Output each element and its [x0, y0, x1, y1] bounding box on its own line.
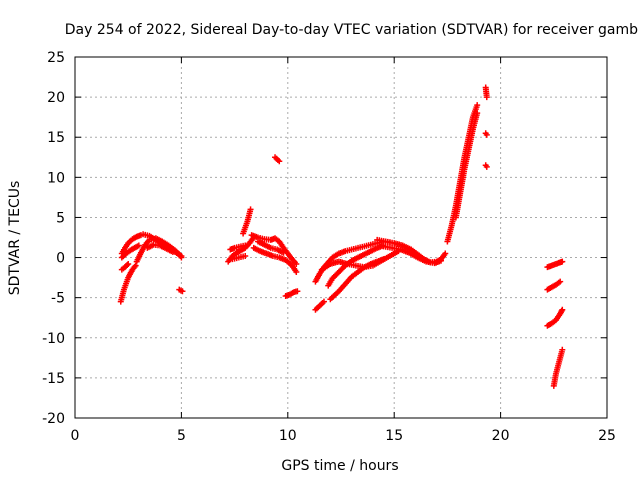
- data-point: [474, 102, 481, 109]
- y-tick-label: -5: [51, 291, 65, 307]
- data-points: [117, 84, 566, 389]
- x-tick-label: 25: [598, 428, 616, 444]
- data-point: [125, 260, 132, 267]
- data-point: [179, 288, 186, 295]
- data-point: [294, 288, 301, 295]
- data-point: [320, 298, 327, 305]
- data-point: [135, 242, 142, 249]
- data-point: [276, 158, 283, 165]
- x-tick-label: 20: [492, 428, 510, 444]
- data-point: [557, 278, 564, 285]
- y-tick-label: -20: [42, 411, 65, 427]
- data-point: [247, 206, 254, 213]
- data-point: [559, 258, 566, 265]
- y-tick-label: 25: [47, 50, 65, 66]
- y-tick-label: -10: [42, 331, 65, 347]
- data-point: [178, 252, 185, 259]
- data-point: [242, 252, 249, 259]
- y-tick-label: 0: [56, 251, 65, 267]
- data-point: [280, 249, 287, 256]
- data-point: [438, 257, 445, 264]
- data-point: [483, 131, 490, 138]
- data-point: [483, 163, 490, 170]
- chart-title: Day 254 of 2022, Sidereal Day-to-day VTE…: [65, 22, 638, 38]
- data-point: [132, 262, 139, 269]
- y-tick-label: 20: [47, 90, 65, 106]
- data-point: [242, 242, 249, 249]
- data-point: [293, 268, 300, 275]
- y-tick-label: 5: [56, 210, 65, 226]
- x-tick-label: 0: [71, 428, 80, 444]
- gridlines: [75, 57, 607, 418]
- data-point: [442, 250, 449, 257]
- plot-frame: [74, 56, 608, 419]
- y-tick-label: 10: [47, 170, 65, 186]
- data-point: [559, 306, 566, 313]
- data-point: [169, 248, 176, 255]
- data-point: [124, 262, 131, 269]
- data-point: [474, 110, 481, 117]
- x-axis-label: GPS time / hours: [281, 458, 398, 474]
- data-point: [559, 346, 566, 353]
- y-tick-label: 15: [47, 130, 65, 146]
- x-tick-label: 5: [177, 428, 186, 444]
- data-point: [483, 94, 490, 101]
- tick-labels: 0 5 10 15 20 25 25 20 15 10 5 0 -5 -10 -15 -20: [42, 50, 616, 444]
- x-tick-label: 10: [279, 428, 297, 444]
- data-point: [293, 260, 300, 267]
- y-tick-label: -15: [42, 371, 65, 387]
- y-axis-label: SDTVAR / TECUs: [7, 181, 23, 296]
- x-tick-label: 15: [385, 428, 403, 444]
